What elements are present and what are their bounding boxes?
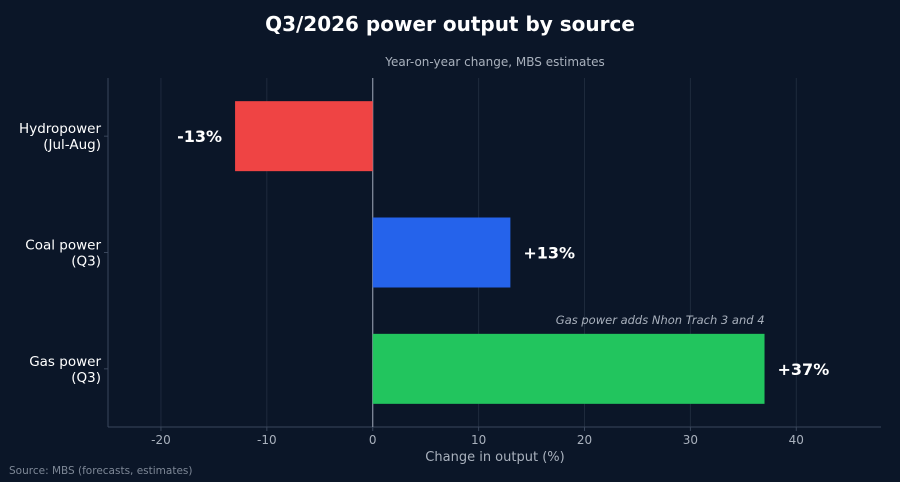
bar bbox=[372, 333, 765, 404]
x-tick-label: 20 bbox=[577, 433, 592, 447]
value-label: +13% bbox=[523, 244, 575, 263]
category-label: Hydropower (Jul-Aug) bbox=[19, 121, 101, 153]
labels: Hydropower (Jul-Aug) -13% Coal power (Q3) +13… bbox=[19, 121, 829, 386]
x-tick-label: 30 bbox=[683, 433, 698, 447]
axes: -20 -10 0 10 20 30 40 bbox=[104, 78, 881, 447]
bar bbox=[235, 101, 373, 172]
x-tick-label: 40 bbox=[789, 433, 804, 447]
x-axis-label: Change in output (%) bbox=[425, 450, 564, 465]
chart-title: Q3/2026 power output by source bbox=[265, 12, 635, 36]
x-tick-label: 10 bbox=[471, 433, 486, 447]
chart-subtitle: Year-on-year change, MBS estimates bbox=[384, 55, 605, 69]
category-label: Gas power (Q3) bbox=[29, 354, 101, 386]
value-label: -13% bbox=[177, 127, 222, 146]
category-label: Coal power (Q3) bbox=[25, 238, 101, 270]
bars bbox=[235, 101, 765, 404]
bar bbox=[372, 217, 511, 288]
x-tick-label: -20 bbox=[151, 433, 171, 447]
x-tick-label: -10 bbox=[257, 433, 277, 447]
annotation: Gas power adds Nhon Trach 3 and 4 bbox=[556, 313, 765, 327]
value-label: +37% bbox=[778, 360, 830, 379]
x-tick-label: 0 bbox=[369, 433, 377, 447]
source-note: Source: MBS (forecasts, estimates) bbox=[9, 465, 193, 477]
